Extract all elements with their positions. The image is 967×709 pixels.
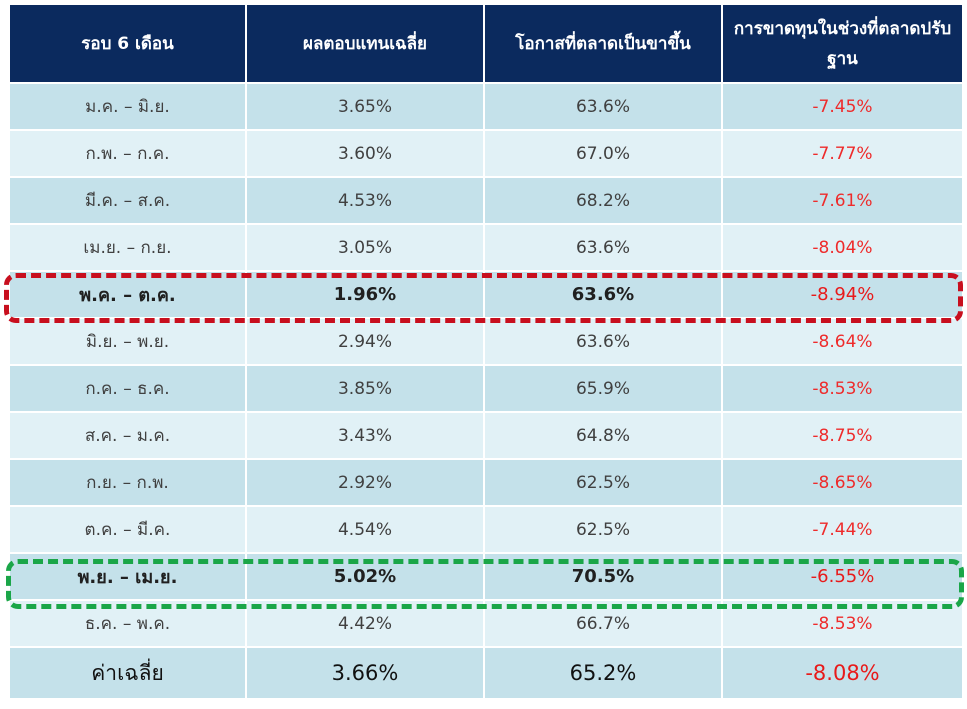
- table-row: พ.ค. – ต.ค. 1.96% 63.6% -8.94%: [10, 271, 962, 319]
- table-row: เม.ย. – ก.ย. 3.05% 63.6% -8.04%: [10, 224, 962, 272]
- table-row: ม.ค. – มิ.ย. 3.65% 63.6% -7.45%: [10, 83, 962, 131]
- drawdown-cell: -8.53%: [722, 600, 962, 648]
- avg-return-cell: 4.53%: [246, 177, 485, 225]
- period-cell: ส.ค. – ม.ค.: [10, 412, 247, 460]
- average-row: ค่าเฉลี่ย 3.66% 65.2% -8.08%: [10, 647, 962, 700]
- drawdown-cell: -6.55%: [722, 553, 962, 601]
- period-cell: มิ.ย. – พ.ย.: [10, 318, 247, 366]
- avg-return-cell: 5.02%: [246, 553, 485, 601]
- uptrend-chance-cell: 63.6%: [484, 271, 723, 319]
- uptrend-chance-cell: 64.8%: [484, 412, 723, 460]
- uptrend-chance-cell: 66.7%: [484, 600, 723, 648]
- avg-return-cell: 3.05%: [246, 224, 485, 272]
- header-drawdown: การขาดทุนในช่วงที่ตลาดปรับฐาน: [722, 5, 962, 84]
- period-cell: ก.ค. – ธ.ค.: [10, 365, 247, 413]
- header-period: รอบ 6 เดือน: [10, 5, 247, 84]
- drawdown-cell: -8.64%: [722, 318, 962, 366]
- table-row: ต.ค. – มี.ค. 4.54% 62.5% -7.44%: [10, 506, 962, 554]
- period-cell: ธ.ค. – พ.ค.: [10, 600, 247, 648]
- period-cell: มี.ค. – ส.ค.: [10, 177, 247, 225]
- avg-return-cell: 4.42%: [246, 600, 485, 648]
- drawdown-cell: -8.75%: [722, 412, 962, 460]
- period-cell: ต.ค. – มี.ค.: [10, 506, 247, 554]
- table-row: ก.พ. – ก.ค. 3.60% 67.0% -7.77%: [10, 130, 962, 178]
- drawdown-cell: -8.53%: [722, 365, 962, 413]
- period-cell: พ.ย. – เม.ย.: [10, 553, 247, 601]
- avg-return-cell: 3.65%: [246, 83, 485, 131]
- average-avg-return-cell: 3.66%: [246, 647, 485, 700]
- table-row: ธ.ค. – พ.ค. 4.42% 66.7% -8.53%: [10, 600, 962, 648]
- uptrend-chance-cell: 62.5%: [484, 459, 723, 507]
- header-uptrend-chance: โอกาสที่ตลาดเป็นขาขึ้น: [484, 5, 723, 84]
- avg-return-cell: 4.54%: [246, 506, 485, 554]
- drawdown-cell: -7.44%: [722, 506, 962, 554]
- drawdown-cell: -7.61%: [722, 177, 962, 225]
- period-cell: ม.ค. – มิ.ย.: [10, 83, 247, 131]
- period-cell: ก.ย. – ก.พ.: [10, 459, 247, 507]
- header-row: รอบ 6 เดือน ผลตอบแทนเฉลี่ย โอกาสที่ตลาดเ…: [10, 5, 962, 84]
- table-row: พ.ย. – เม.ย. 5.02% 70.5% -6.55%: [10, 553, 962, 601]
- uptrend-chance-cell: 62.5%: [484, 506, 723, 554]
- table-row: ส.ค. – ม.ค. 3.43% 64.8% -8.75%: [10, 412, 962, 460]
- drawdown-cell: -8.65%: [722, 459, 962, 507]
- period-cell: พ.ค. – ต.ค.: [10, 271, 247, 319]
- table-row: มี.ค. – ส.ค. 4.53% 68.2% -7.61%: [10, 177, 962, 225]
- average-uptrend-chance-cell: 65.2%: [484, 647, 723, 700]
- avg-return-cell: 3.60%: [246, 130, 485, 178]
- avg-return-cell: 1.96%: [246, 271, 485, 319]
- average-drawdown-cell: -8.08%: [722, 647, 962, 700]
- uptrend-chance-cell: 63.6%: [484, 83, 723, 131]
- uptrend-chance-cell: 63.6%: [484, 318, 723, 366]
- drawdown-cell: -7.45%: [722, 83, 962, 131]
- average-period-cell: ค่าเฉลี่ย: [10, 647, 247, 700]
- table-row: มิ.ย. – พ.ย. 2.94% 63.6% -8.64%: [10, 318, 962, 366]
- drawdown-cell: -7.77%: [722, 130, 962, 178]
- period-cell: ก.พ. – ก.ค.: [10, 130, 247, 178]
- avg-return-cell: 2.92%: [246, 459, 485, 507]
- uptrend-chance-cell: 67.0%: [484, 130, 723, 178]
- returns-table: รอบ 6 เดือน ผลตอบแทนเฉลี่ย โอกาสที่ตลาดเ…: [10, 5, 962, 700]
- avg-return-cell: 3.85%: [246, 365, 485, 413]
- table-row: ก.ย. – ก.พ. 2.92% 62.5% -8.65%: [10, 459, 962, 507]
- table-row: ก.ค. – ธ.ค. 3.85% 65.9% -8.53%: [10, 365, 962, 413]
- avg-return-cell: 2.94%: [246, 318, 485, 366]
- drawdown-cell: -8.04%: [722, 224, 962, 272]
- uptrend-chance-cell: 70.5%: [484, 553, 723, 601]
- uptrend-chance-cell: 63.6%: [484, 224, 723, 272]
- drawdown-cell: -8.94%: [722, 271, 962, 319]
- uptrend-chance-cell: 65.9%: [484, 365, 723, 413]
- avg-return-cell: 3.43%: [246, 412, 485, 460]
- header-avg-return: ผลตอบแทนเฉลี่ย: [246, 5, 485, 84]
- uptrend-chance-cell: 68.2%: [484, 177, 723, 225]
- period-cell: เม.ย. – ก.ย.: [10, 224, 247, 272]
